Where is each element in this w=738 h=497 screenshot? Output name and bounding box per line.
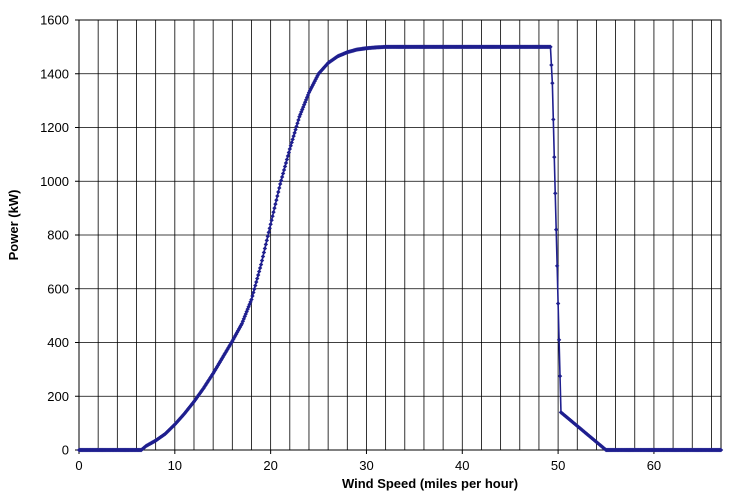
x-tick-label: 50 (551, 458, 565, 473)
data-point-marker (313, 77, 318, 82)
series-layer (76, 44, 724, 453)
data-point-marker (269, 218, 274, 223)
data-point-marker (275, 193, 280, 199)
data-point-marker (262, 246, 268, 251)
y-tick-label: 0 (62, 443, 69, 458)
y-tick-label: 600 (47, 281, 69, 296)
data-point-marker (287, 146, 293, 152)
data-point-marker (281, 167, 287, 173)
data-point-marker (258, 262, 264, 267)
data-point-marker (266, 230, 271, 235)
y-tick-label: 800 (47, 228, 69, 243)
data-point-marker (551, 117, 556, 122)
data-point-marker (251, 290, 256, 295)
data-point-marker (553, 227, 559, 232)
data-point-marker (253, 283, 258, 288)
data-point-marker (294, 124, 299, 129)
y-tick-label: 1000 (40, 174, 69, 189)
data-point-marker (280, 171, 286, 176)
x-tick-label: 10 (168, 458, 182, 473)
grid-lines (79, 20, 721, 450)
x-tick-label: 20 (263, 458, 277, 473)
y-tick-label: 1600 (40, 13, 69, 28)
data-point-marker (291, 133, 296, 139)
data-point-marker (193, 396, 199, 402)
x-tick-label: 0 (75, 458, 82, 473)
data-point-marker (263, 242, 269, 247)
data-point-marker (278, 178, 284, 183)
y-tick-label: 1400 (40, 66, 69, 81)
data-point-marker (292, 130, 297, 136)
data-point-marker (718, 447, 724, 453)
data-point-marker (257, 265, 263, 271)
data-point-marker (295, 121, 300, 126)
data-point-marker (268, 222, 273, 227)
data-point-marker (259, 258, 265, 263)
data-point-marker (283, 160, 289, 166)
data-point-marker (233, 331, 239, 337)
data-point-marker (288, 143, 293, 148)
data-point-marker (255, 272, 261, 278)
data-point-marker (278, 181, 283, 187)
y-tick-label: 1200 (40, 120, 69, 135)
data-point-marker (312, 79, 317, 84)
data-point-marker (203, 383, 208, 388)
data-point-marker (553, 191, 558, 196)
data-point-marker (270, 213, 275, 219)
data-point-marker (279, 174, 285, 180)
data-point-marker (284, 157, 290, 162)
data-point-marker (282, 164, 288, 169)
data-point-marker (290, 137, 295, 142)
data-point-marker (260, 254, 266, 259)
data-point-marker (277, 185, 282, 191)
x-tick-label: 60 (647, 458, 661, 473)
data-point-marker (289, 140, 294, 145)
data-point-marker (296, 117, 301, 123)
data-point-marker (249, 297, 254, 302)
data-point-marker (285, 153, 291, 159)
x-tick-label: 30 (359, 458, 373, 473)
data-point-marker (261, 250, 267, 255)
data-point-marker (552, 154, 557, 160)
data-point-marker (307, 88, 313, 93)
series-markers (76, 44, 724, 453)
data-point-marker (191, 399, 197, 404)
data-point-marker (252, 286, 257, 292)
data-point-marker (293, 127, 298, 132)
data-point-marker (255, 276, 260, 281)
series-line (79, 46, 721, 451)
data-point-marker (250, 293, 255, 299)
data-point-marker (272, 205, 277, 211)
data-point-marker (265, 234, 270, 239)
data-point-marker (273, 201, 278, 207)
y-tick-label: 200 (47, 389, 69, 404)
y-tick-label: 400 (47, 335, 69, 350)
data-point-marker (254, 279, 259, 285)
x-tick-label: 40 (455, 458, 469, 473)
data-point-marker (308, 86, 314, 91)
data-point-marker (286, 150, 292, 155)
data-point-marker (554, 263, 560, 269)
data-point-marker (267, 226, 272, 231)
data-point-marker (196, 392, 201, 398)
data-point-marker (271, 209, 276, 215)
data-point-marker (274, 197, 279, 203)
data-point-marker (557, 373, 563, 379)
y-axis-title: Power (kW) (6, 190, 21, 261)
data-point-marker (238, 323, 244, 328)
data-point-marker (256, 269, 262, 274)
data-point-marker (198, 390, 203, 395)
axis-tick-labels: 0 200 400 600 800 1000 1200 1400 1600 0 10 20 30 40 50… (40, 13, 661, 474)
data-point-marker (302, 100, 308, 105)
data-point-marker (549, 62, 554, 68)
data-point-marker (264, 238, 270, 243)
data-point-marker (550, 80, 555, 86)
data-point-marker (276, 189, 281, 195)
data-point-marker (208, 375, 213, 381)
x-axis-title: Wind Speed (miles per hour) (342, 476, 518, 491)
data-point-marker (556, 337, 562, 343)
data-point-marker (548, 44, 553, 50)
data-point-marker (555, 301, 561, 306)
